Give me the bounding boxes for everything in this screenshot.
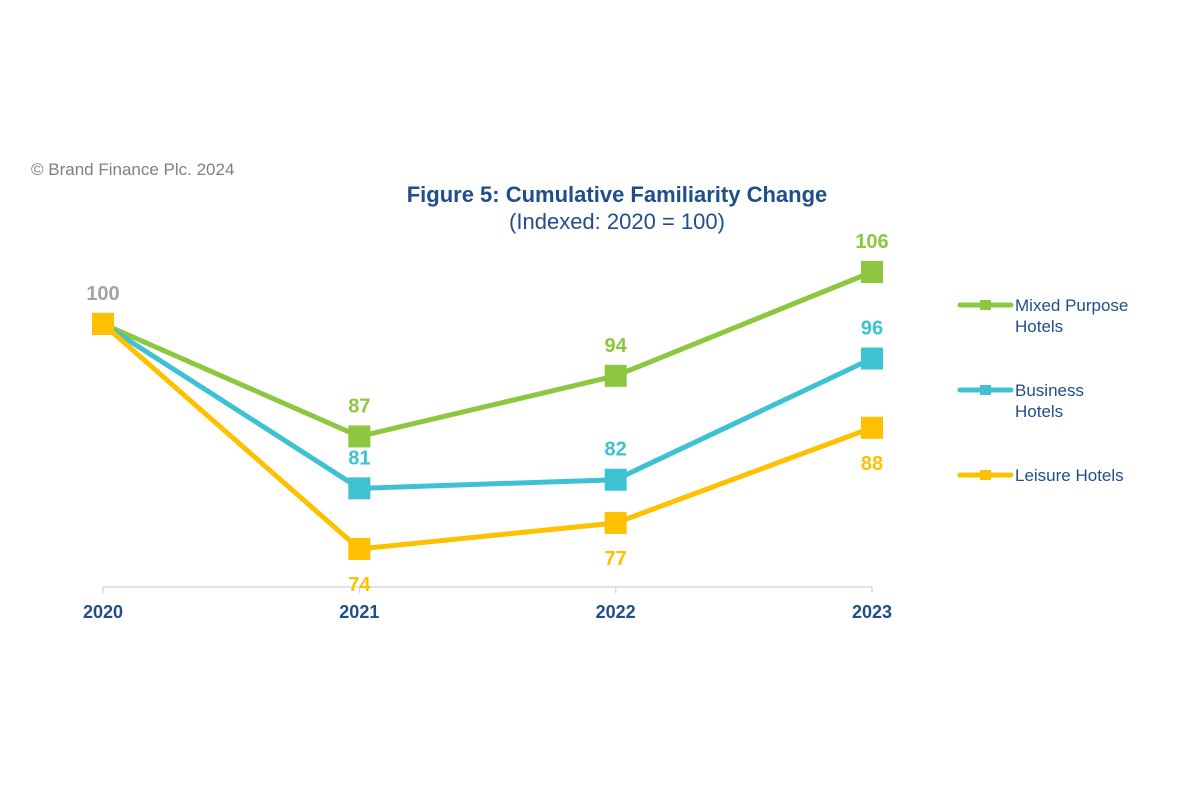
data-point-marker <box>604 364 627 387</box>
legend: Mixed Purpose Hotels Business Hotels Leisure… <box>957 296 1128 485</box>
x-tick-label: 2020 <box>83 602 123 622</box>
chart-title: Figure 5: Cumulative Familiarity Change <box>406 182 828 207</box>
legend-label: Hotels <box>1015 402 1063 421</box>
x-tick-label: 2022 <box>596 602 636 622</box>
data-point-marker <box>348 537 371 560</box>
x-axis: 2020 2021 2022 2023 <box>83 586 892 622</box>
legend-label: Leisure Hotels <box>1015 466 1124 485</box>
data-labels: 87 94 106 81 82 96 74 77 88 100 <box>86 231 888 596</box>
data-point-marker <box>861 416 883 439</box>
data-point-marker <box>861 261 883 283</box>
legend-label: Business <box>1015 381 1084 400</box>
legend-item: Leisure Hotels <box>957 466 1124 485</box>
data-label: 74 <box>348 574 371 596</box>
data-point-marker <box>92 312 114 335</box>
data-label: 106 <box>855 231 888 253</box>
x-tick-label: 2021 <box>339 602 379 622</box>
legend-item: Mixed Purpose Hotels <box>957 296 1128 336</box>
series-layer <box>92 261 883 560</box>
data-point-marker <box>604 511 627 534</box>
legend-label: Hotels <box>1015 317 1063 336</box>
data-point-marker <box>348 477 371 500</box>
legend-marker-swatch <box>980 385 991 395</box>
legend-label: Mixed Purpose <box>1015 296 1128 315</box>
series-line-business-hotels <box>101 321 874 491</box>
data-point-marker <box>604 468 627 491</box>
legend-marker-swatch <box>980 300 991 310</box>
data-label: 94 <box>605 335 628 357</box>
data-point-marker <box>348 425 371 448</box>
series-line-leisure-hotels <box>101 322 873 552</box>
data-label: 96 <box>861 318 883 340</box>
data-label-start: 100 <box>86 283 119 305</box>
series-line-mixed-purpose-hotels <box>101 269 873 439</box>
legend-marker-swatch <box>980 470 991 480</box>
data-label: 77 <box>605 548 627 570</box>
data-point-marker <box>861 347 883 370</box>
legend-item: Business Hotels <box>957 381 1084 421</box>
chart-subtitle: (Indexed: 2020 = 100) <box>509 209 725 234</box>
data-label: 88 <box>861 453 883 475</box>
data-label: 81 <box>348 447 370 469</box>
data-label: 87 <box>348 395 370 417</box>
data-label: 82 <box>605 439 627 461</box>
x-tick-label: 2023 <box>852 602 892 622</box>
copyright-notice: © Brand Finance Plc. 2024 <box>31 160 235 179</box>
